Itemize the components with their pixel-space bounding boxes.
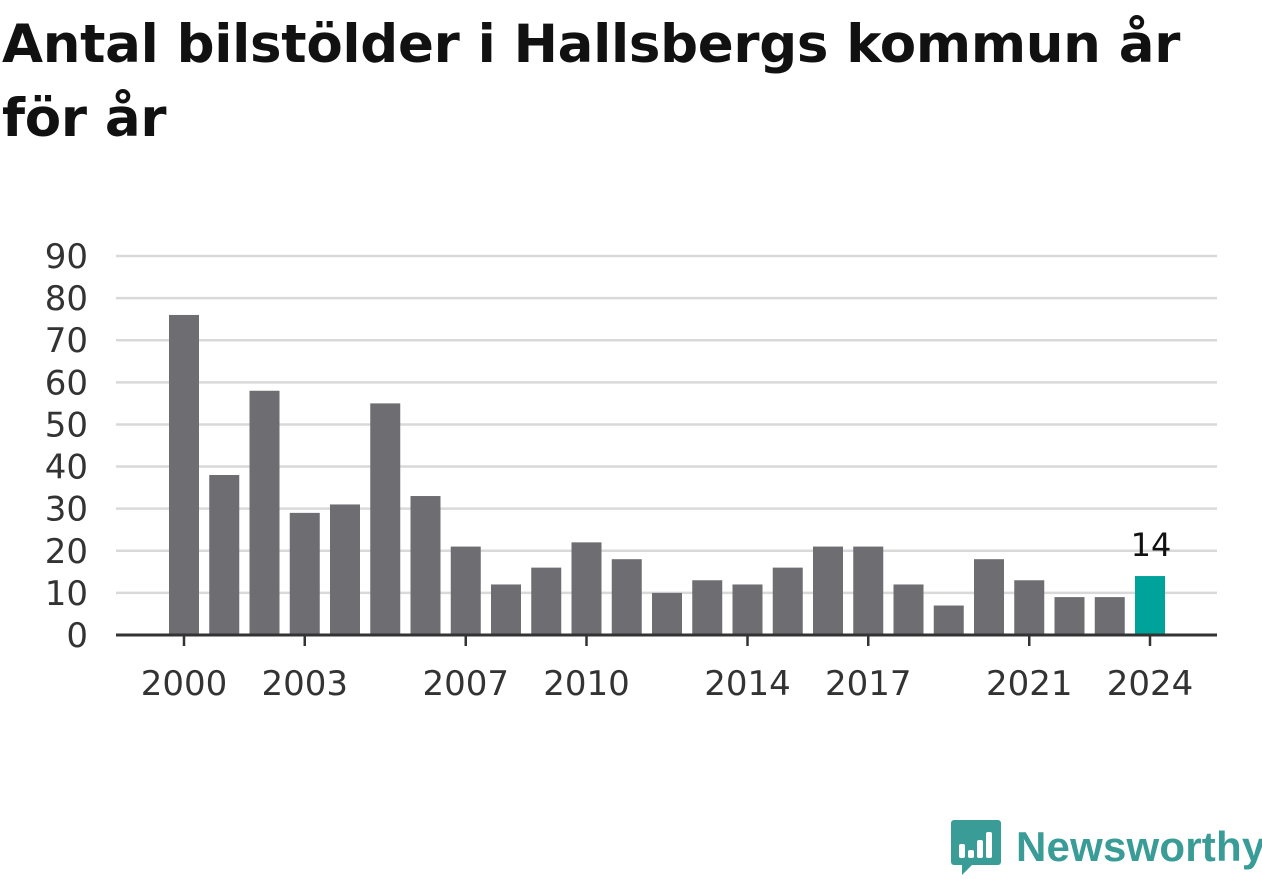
bar-2019: [933, 605, 964, 635]
x-tick-label: 2000: [141, 664, 228, 704]
y-tick-label: 90: [45, 237, 88, 277]
y-tick-label: 70: [45, 321, 88, 361]
bar-2017: [853, 546, 884, 635]
bar-2007: [450, 546, 481, 635]
y-tick-label: 20: [45, 532, 88, 572]
bar-2022: [1054, 597, 1085, 635]
x-tick-label: 2010: [543, 664, 630, 704]
x-tick-label: 2003: [261, 664, 348, 704]
bars: [169, 314, 1165, 635]
newsworthy-logo: Newsworthy: [950, 818, 1262, 876]
bar-2023: [1094, 597, 1125, 635]
gridlines: [116, 254, 1217, 595]
bar-2010: [571, 542, 602, 635]
x-tick-label: 2024: [1107, 664, 1194, 704]
bar-2001: [209, 474, 240, 635]
x-tick-label: 2021: [986, 664, 1073, 704]
y-tick-label: 10: [45, 574, 88, 614]
bar-2011: [611, 559, 642, 635]
bar-2015: [772, 567, 803, 635]
y-tick-label: 80: [45, 279, 88, 319]
bar-2021: [1014, 580, 1045, 635]
highlight-value-label: 14: [1131, 526, 1172, 564]
chart-title: Antal bilstölder i Hallsbergs kommun år …: [2, 14, 1181, 149]
newsworthy-chart-bubble-icon: [951, 820, 1001, 875]
y-tick-label: 30: [45, 490, 88, 530]
axes: [116, 633, 1217, 646]
bar-2018: [893, 584, 924, 635]
bar-2024: [1135, 576, 1165, 635]
bar-2003: [289, 512, 320, 635]
logo-text: Newsworthy: [1016, 823, 1262, 870]
bar-2012: [652, 592, 682, 635]
bar-2006: [410, 496, 441, 635]
bar-2005: [370, 403, 401, 635]
bar-2009: [531, 567, 562, 635]
bar-2016: [813, 546, 843, 635]
x-tick-label: 2014: [704, 664, 791, 704]
bar-2020: [974, 559, 1004, 635]
bar-2014: [732, 584, 763, 635]
bar-2008: [491, 584, 521, 635]
bar-2013: [692, 580, 723, 635]
bar-2002: [249, 390, 280, 635]
x-tick-label: 2007: [422, 664, 509, 704]
bar-2004: [330, 504, 360, 635]
y-tick-label: 50: [45, 405, 88, 445]
y-tick-label: 0: [66, 616, 88, 656]
y-tick-label: 40: [45, 448, 88, 488]
y-tick-label: 60: [45, 363, 88, 403]
x-tick-label: 2017: [825, 664, 912, 704]
bar-2000: [169, 314, 199, 635]
